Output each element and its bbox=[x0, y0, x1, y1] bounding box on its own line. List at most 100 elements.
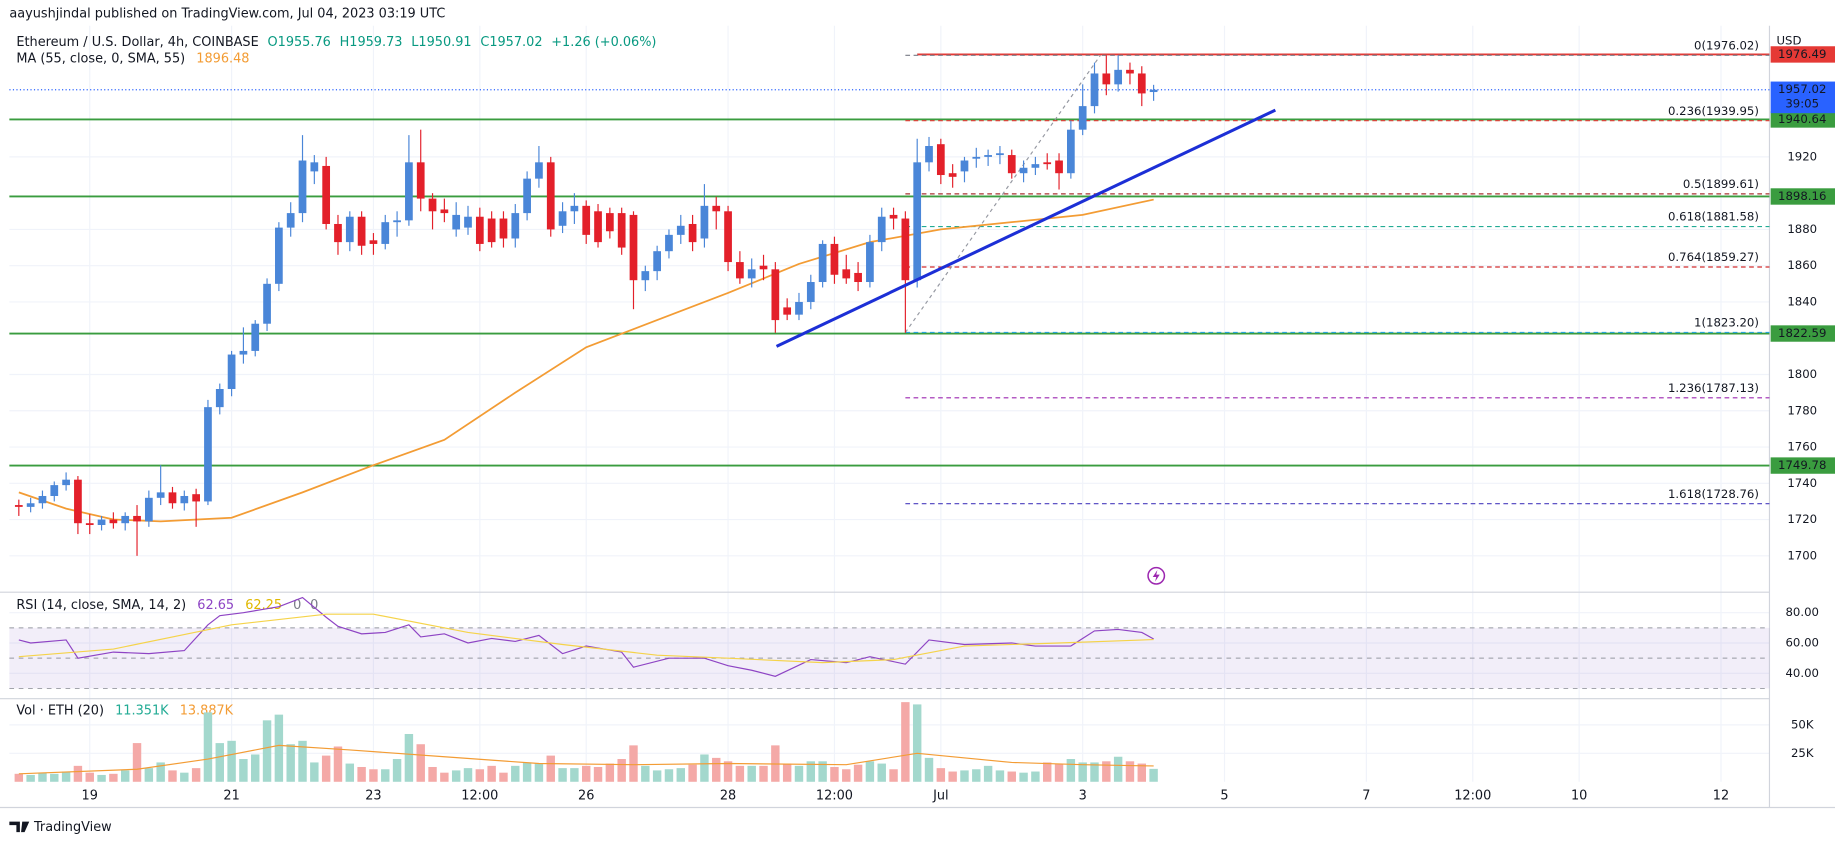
candle-body bbox=[629, 214, 638, 281]
fib-label: 0.764(1859.27) bbox=[1668, 250, 1759, 264]
candle-body bbox=[570, 205, 579, 212]
volume-ma-value: 13.887K bbox=[180, 703, 234, 718]
volume-bar bbox=[392, 759, 402, 782]
rsi-line bbox=[18, 613, 1154, 664]
volume-bar bbox=[629, 745, 638, 782]
candle-body bbox=[1137, 73, 1146, 94]
candle-body bbox=[535, 162, 543, 179]
volume-bar bbox=[747, 765, 756, 782]
volume-bar bbox=[428, 766, 437, 782]
volume-bar bbox=[499, 772, 508, 782]
legend-change: +1.26 (+0.06%) bbox=[551, 35, 656, 50]
volume-bar bbox=[641, 765, 650, 782]
x-tick-label: 3 bbox=[1079, 788, 1087, 803]
volume-bar bbox=[676, 768, 685, 782]
price-label-box bbox=[1770, 46, 1835, 63]
candle-body bbox=[925, 146, 933, 163]
candle-body bbox=[1078, 106, 1087, 130]
candle-body bbox=[310, 162, 319, 172]
fib-label: 0.5(1899.61) bbox=[1683, 177, 1759, 191]
rsi-ma-value: 62.25 bbox=[245, 598, 282, 613]
candle-body bbox=[641, 271, 650, 281]
y-tick-label: 25K bbox=[1791, 746, 1814, 760]
volume-bar bbox=[511, 765, 520, 782]
candle-body bbox=[1126, 69, 1134, 74]
y-tick-label: 1720 bbox=[1787, 512, 1817, 526]
candle-body bbox=[227, 354, 236, 390]
plot: 19 21 23 12:00 26 28 12:00 Jul 3 5 7 12:00 10 12 1700 1… bbox=[9, 38, 1835, 803]
brand-logo: TradingView bbox=[9, 820, 112, 835]
volume-bar bbox=[960, 770, 969, 782]
brand-name: TradingView bbox=[33, 820, 112, 835]
candle-body bbox=[984, 155, 992, 157]
candle-body bbox=[665, 234, 673, 252]
volume-bar bbox=[109, 773, 118, 782]
candle-body bbox=[180, 495, 189, 504]
volume-ma bbox=[18, 744, 1154, 775]
x-tick-label: 21 bbox=[223, 788, 239, 803]
candle-body bbox=[700, 205, 709, 239]
fib-label: 0(1976.02) bbox=[1694, 38, 1759, 52]
y-tick-label: 1920 bbox=[1787, 149, 1817, 163]
volume-bar bbox=[73, 765, 83, 782]
trendline bbox=[775, 108, 1277, 348]
price-label: 1940.64 bbox=[1778, 112, 1826, 126]
volume-bar bbox=[251, 754, 260, 782]
candle-body bbox=[653, 251, 661, 272]
candle-body bbox=[38, 495, 47, 504]
volume-bar bbox=[700, 754, 709, 782]
volume-bar bbox=[1125, 761, 1135, 782]
event-icon[interactable] bbox=[1147, 566, 1166, 585]
candle-body bbox=[818, 243, 827, 283]
candle-body bbox=[62, 479, 70, 486]
event-circle[interactable] bbox=[1147, 566, 1166, 585]
ma-name: MA (55, close, 0, SMA, 55) bbox=[16, 51, 185, 66]
candle-body bbox=[594, 211, 602, 243]
candle-body bbox=[582, 205, 591, 235]
y-tick-label: 1780 bbox=[1787, 403, 1817, 417]
candle-body bbox=[156, 492, 165, 498]
candle-body bbox=[393, 220, 401, 223]
volume-bar bbox=[1113, 756, 1123, 782]
rsi-legend: RSI (14, close, SMA, 14, 2) 62.65 62.25 … bbox=[16, 598, 318, 613]
candle-body bbox=[263, 283, 271, 324]
y-tick-label: 1860 bbox=[1787, 258, 1817, 272]
volume-bar bbox=[853, 764, 863, 782]
candle-body bbox=[97, 519, 106, 526]
volume-bar bbox=[475, 769, 485, 782]
event-bolt[interactable] bbox=[1152, 569, 1160, 582]
volume-bar bbox=[983, 765, 993, 782]
volume-bar bbox=[369, 769, 378, 782]
legend-low: L1950.91 bbox=[411, 35, 471, 50]
volume-bar bbox=[14, 773, 24, 782]
fib-label: 1.618(1728.76) bbox=[1668, 487, 1759, 501]
logo-mark bbox=[9, 821, 30, 833]
y-tick-label: 50K bbox=[1791, 717, 1814, 731]
y-tick-label: 1840 bbox=[1787, 294, 1817, 308]
candle-body bbox=[440, 209, 449, 214]
candle-body bbox=[676, 225, 685, 235]
candle-body bbox=[1043, 162, 1052, 165]
candle-body bbox=[1055, 160, 1063, 174]
volume-bar bbox=[463, 768, 473, 782]
candle-body bbox=[511, 213, 520, 239]
candle-body bbox=[192, 494, 200, 502]
legend-open: O1955.76 bbox=[268, 35, 331, 50]
candle-body bbox=[806, 282, 815, 302]
volume-bar bbox=[156, 762, 165, 782]
candle-body bbox=[1019, 167, 1028, 174]
y-tick-label: 40.00 bbox=[1785, 666, 1818, 680]
volume-bar bbox=[688, 764, 697, 782]
volume-bar bbox=[995, 770, 1005, 782]
candle-body bbox=[298, 160, 307, 214]
volume-bar bbox=[274, 714, 284, 782]
volume-bar bbox=[26, 774, 35, 782]
volume-bar bbox=[487, 765, 496, 782]
candle-body bbox=[475, 216, 484, 244]
volume-bar bbox=[191, 768, 201, 782]
volume-bar bbox=[38, 772, 47, 782]
y-tick-label: 1880 bbox=[1787, 222, 1817, 236]
volume-bar bbox=[546, 755, 555, 782]
candle-body bbox=[405, 162, 413, 221]
x-tick-label: 19 bbox=[82, 788, 98, 803]
